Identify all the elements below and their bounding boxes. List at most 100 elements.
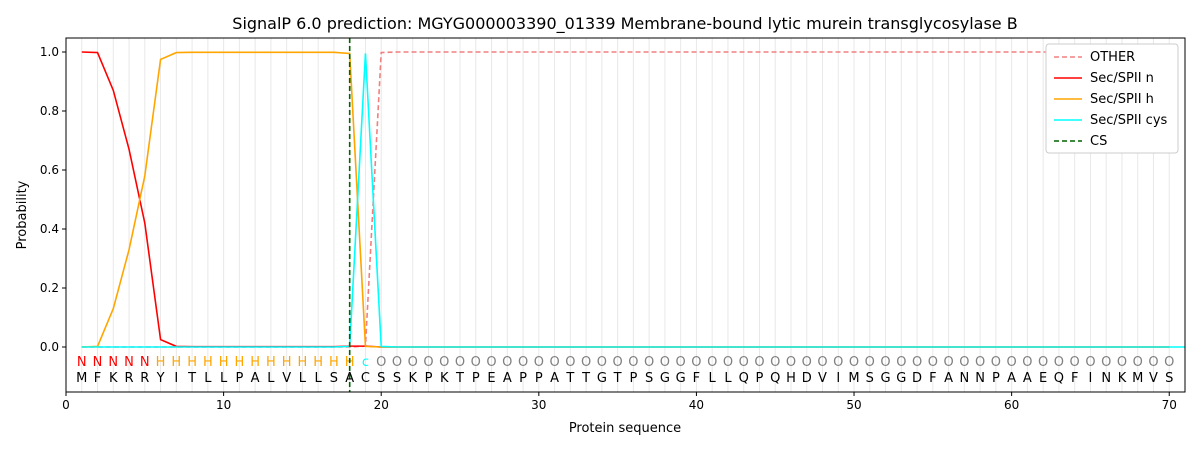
residue-label: O bbox=[802, 355, 812, 370]
residue-label: O bbox=[1007, 355, 1017, 370]
legend: OTHER Sec/SPII n Sec/SPII h Sec/SPII cys CS bbox=[1045, 43, 1179, 154]
residue-label: O bbox=[975, 355, 985, 370]
residue-label: H bbox=[313, 355, 323, 370]
residue-label: O bbox=[455, 355, 465, 370]
residue-label: H bbox=[266, 355, 276, 370]
residue-label: O bbox=[786, 355, 796, 370]
legend-label: Sec/SPII cys bbox=[1090, 113, 1168, 128]
x-tick-label: 70 bbox=[1162, 398, 1177, 412]
x-tick-label: 50 bbox=[846, 398, 861, 412]
residue-label: O bbox=[991, 355, 1001, 370]
residue-label: O bbox=[1133, 355, 1143, 370]
residue-label: O bbox=[770, 355, 780, 370]
residue-label: N bbox=[77, 355, 87, 370]
chart-title: SignalP 6.0 prediction: MGYG000003390_01… bbox=[232, 14, 1017, 34]
residue-label: O bbox=[518, 355, 528, 370]
residue-label: H bbox=[203, 355, 213, 370]
residue-label: O bbox=[912, 355, 922, 370]
legend-label: CS bbox=[1090, 134, 1107, 149]
residue-label: O bbox=[833, 355, 843, 370]
residue-label: O bbox=[486, 355, 496, 370]
residue-label: O bbox=[723, 355, 733, 370]
residue-label: O bbox=[581, 355, 591, 370]
residue-label: O bbox=[628, 355, 638, 370]
residue-label: O bbox=[502, 355, 512, 370]
residue-label: H bbox=[282, 355, 292, 370]
x-tick-label: 40 bbox=[689, 398, 704, 412]
residue-label: O bbox=[880, 355, 890, 370]
residue-label: H bbox=[329, 355, 339, 370]
residue-label: O bbox=[1117, 355, 1127, 370]
residue-label: H bbox=[171, 355, 181, 370]
residue-label: O bbox=[565, 355, 575, 370]
y-tick-label: 0.6 bbox=[40, 163, 59, 177]
residue-label: O bbox=[1085, 355, 1095, 370]
legend-label: Sec/SPII n bbox=[1090, 71, 1154, 86]
residue-label: O bbox=[1164, 355, 1174, 370]
y-tick-label: 0.2 bbox=[40, 281, 59, 295]
residue-label: O bbox=[439, 355, 449, 370]
residue-label: O bbox=[644, 355, 654, 370]
protein-sequence: MFKRRYITLLPALVLLSACSSKPKTPEAPPATTGTPSGGF… bbox=[76, 371, 1173, 386]
residue-label: O bbox=[1101, 355, 1111, 370]
residue-label: O bbox=[471, 355, 481, 370]
residue-label: O bbox=[1022, 355, 1032, 370]
residue-label: O bbox=[376, 355, 386, 370]
x-tick-label: 60 bbox=[1004, 398, 1019, 412]
residue-label: O bbox=[691, 355, 701, 370]
residue-label: H bbox=[250, 355, 260, 370]
x-axis-label: Protein sequence bbox=[569, 421, 681, 436]
residue-label: H bbox=[156, 355, 166, 370]
residue-label: O bbox=[754, 355, 764, 370]
residue-label: O bbox=[1148, 355, 1158, 370]
residue-label: O bbox=[660, 355, 670, 370]
residue-label: O bbox=[597, 355, 607, 370]
residue-label: N bbox=[108, 355, 118, 370]
series-line-sec-spii-n bbox=[81, 51, 1170, 348]
series-line-sec-spii-cys bbox=[81, 53, 1185, 348]
legend-label: Sec/SPII h bbox=[1090, 92, 1154, 107]
legend-box bbox=[1045, 43, 1179, 154]
residue-label: O bbox=[865, 355, 875, 370]
y-tick-label: 0.4 bbox=[40, 222, 59, 236]
residue-label: c bbox=[362, 355, 369, 370]
x-tick-label: 10 bbox=[216, 398, 231, 412]
x-tick-label: 0 bbox=[62, 398, 70, 412]
y-tick-label: 0.0 bbox=[40, 340, 59, 354]
residue-label: O bbox=[707, 355, 717, 370]
residue-label: O bbox=[423, 355, 433, 370]
residue-label: O bbox=[896, 355, 906, 370]
residue-label: H bbox=[298, 355, 308, 370]
plot-frame bbox=[65, 37, 1186, 393]
residue-label: O bbox=[392, 355, 402, 370]
residue-label: N bbox=[140, 355, 150, 370]
y-tick-label: 1.0 bbox=[40, 45, 59, 59]
x-tick-label: 20 bbox=[374, 398, 389, 412]
x-tick-label: 30 bbox=[531, 398, 546, 412]
residue-label: N bbox=[93, 355, 103, 370]
y-tick-label: 0.8 bbox=[40, 104, 59, 118]
residue-label: O bbox=[928, 355, 938, 370]
series-line-other bbox=[81, 51, 1170, 348]
residue-label: O bbox=[1070, 355, 1080, 370]
residue-label: H bbox=[234, 355, 244, 370]
residue-label: O bbox=[739, 355, 749, 370]
residue-label: O bbox=[817, 355, 827, 370]
residue-label: O bbox=[943, 355, 953, 370]
residue-label: N bbox=[124, 355, 134, 370]
legend-label: OTHER bbox=[1090, 50, 1135, 65]
series-line-sec-spii-h bbox=[81, 51, 1170, 348]
residue-label: O bbox=[408, 355, 418, 370]
residue-label: O bbox=[1054, 355, 1064, 370]
y-axis-label: Probability bbox=[15, 180, 30, 249]
residue-label: O bbox=[549, 355, 559, 370]
residue-label: O bbox=[1038, 355, 1048, 370]
residue-label: H bbox=[219, 355, 229, 370]
residue-label: O bbox=[534, 355, 544, 370]
residue-label: O bbox=[959, 355, 969, 370]
residue-label: O bbox=[676, 355, 686, 370]
residue-label: O bbox=[849, 355, 859, 370]
residue-label: O bbox=[613, 355, 623, 370]
